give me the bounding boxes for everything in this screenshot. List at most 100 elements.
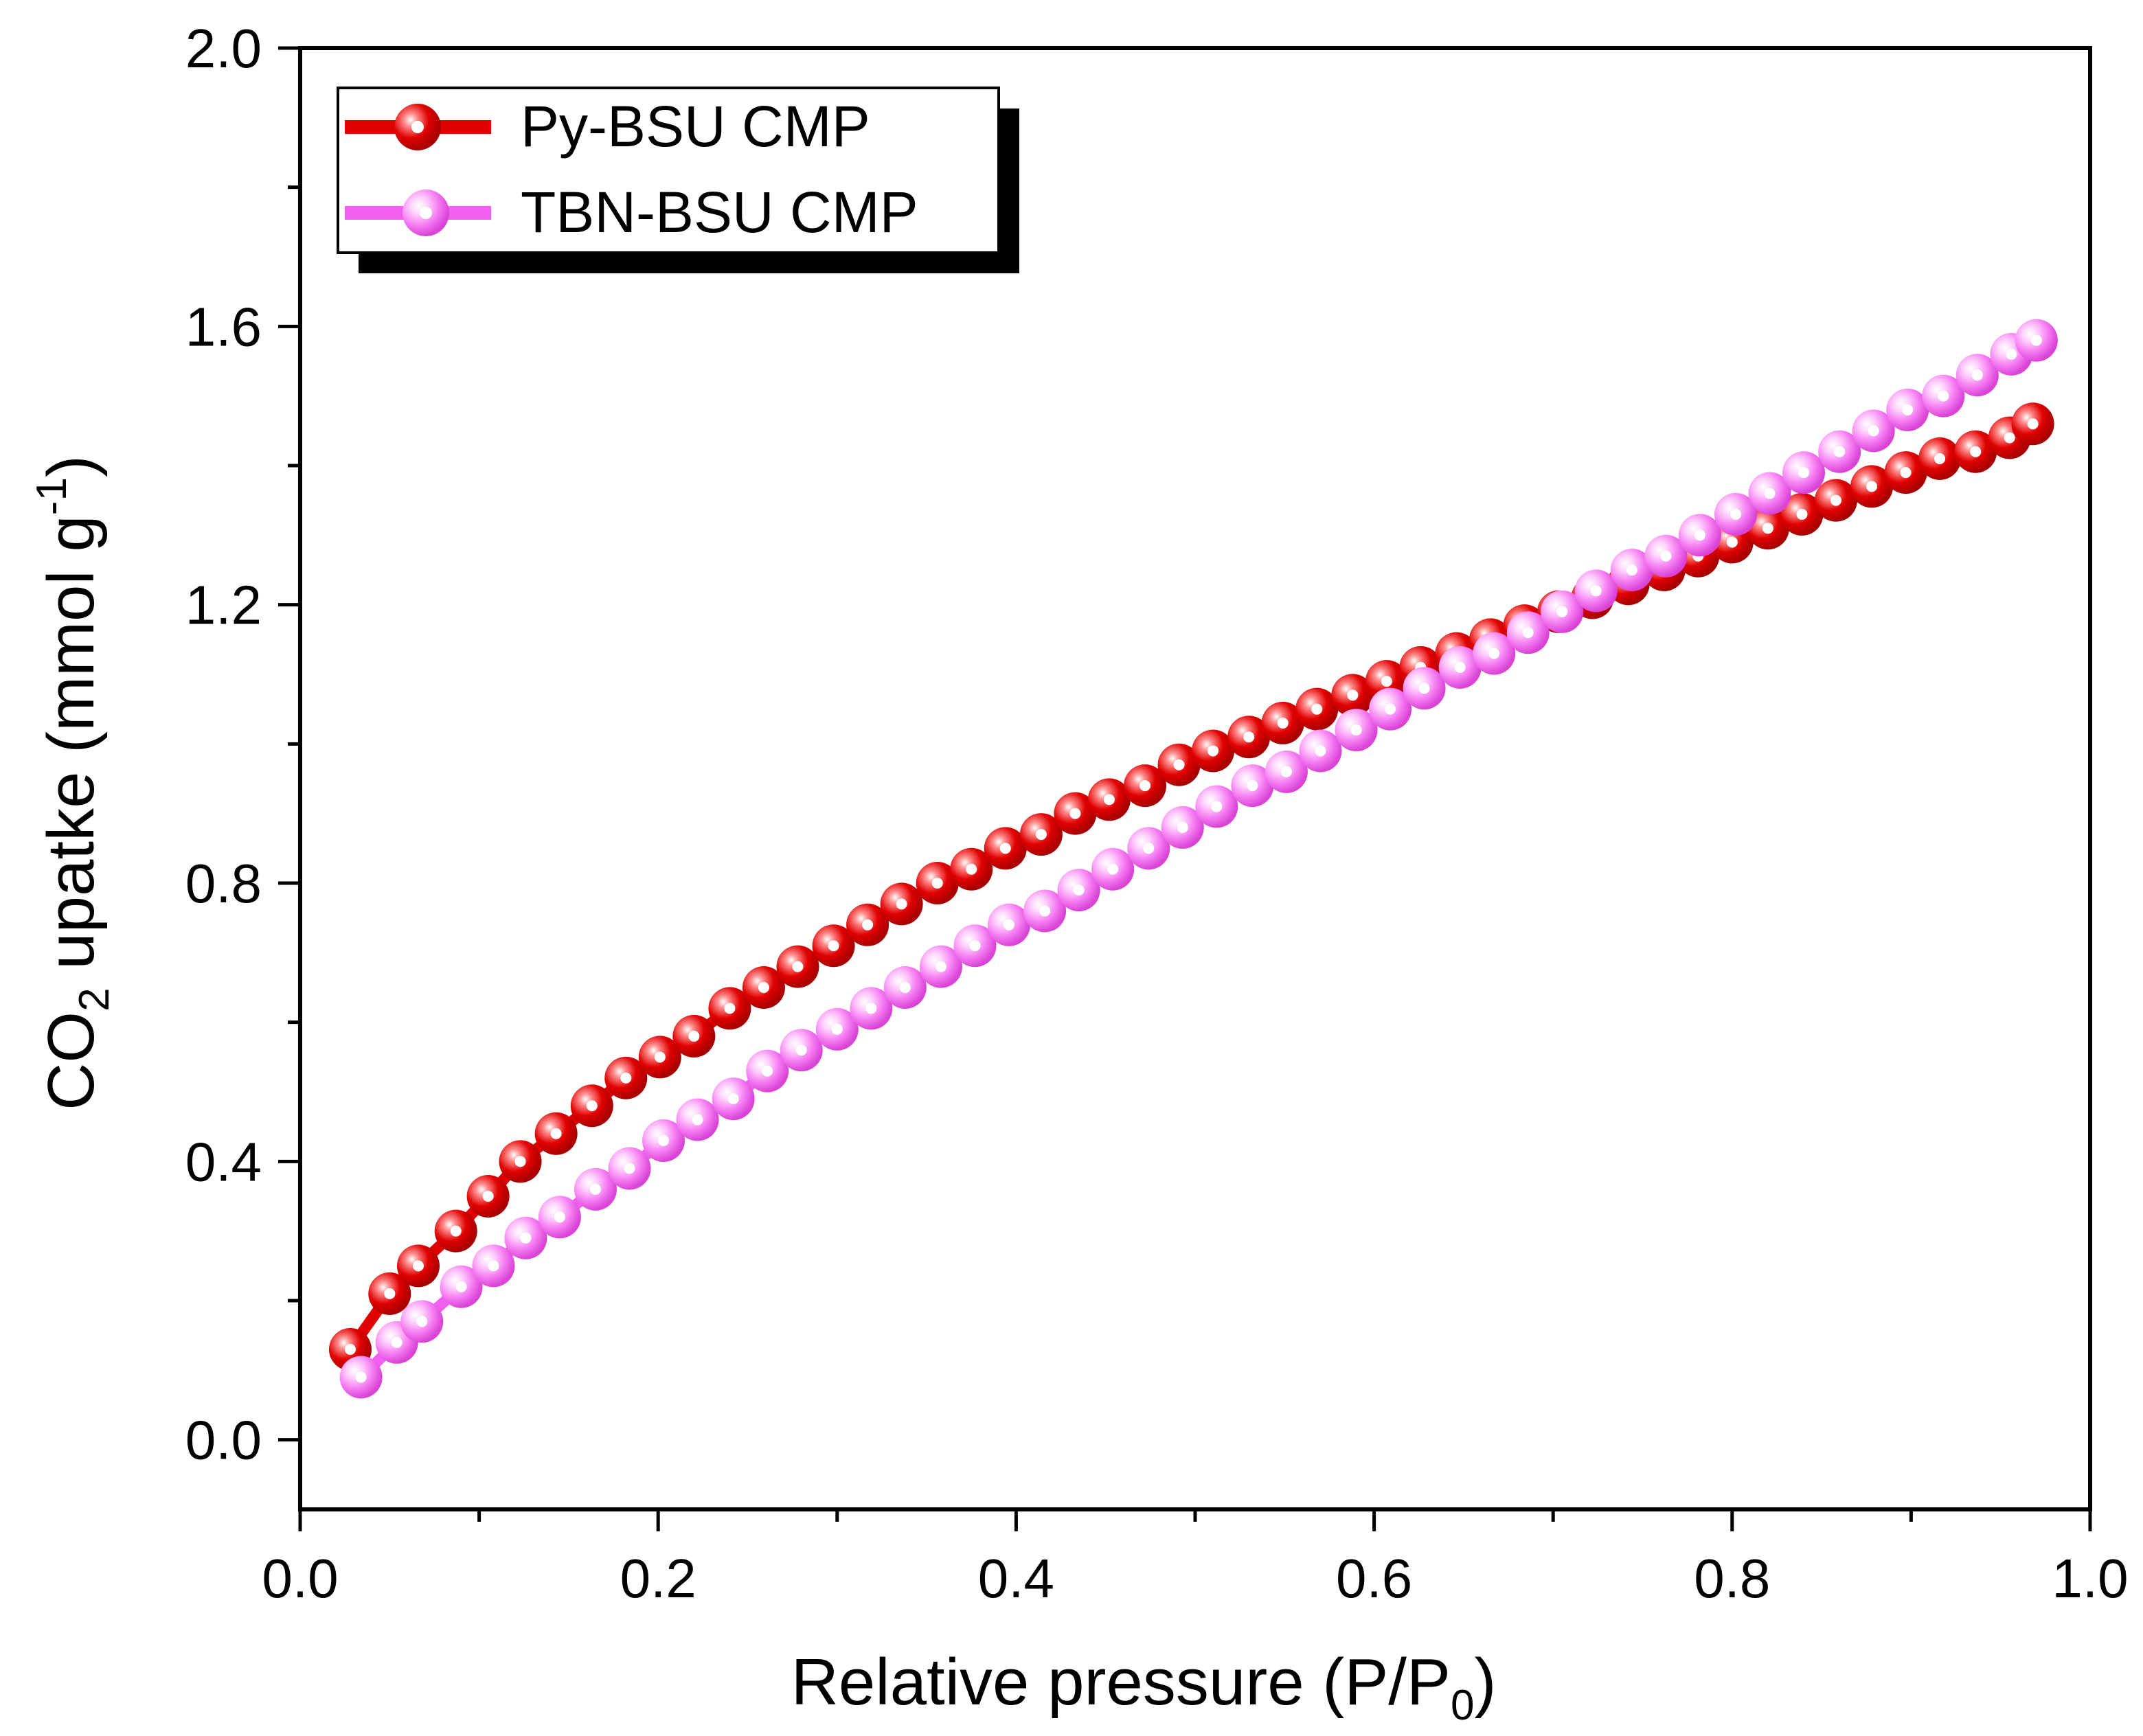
data-point-dot xyxy=(1385,703,1396,715)
data-point-dot xyxy=(828,940,839,952)
data-point-tbn-bsu-cmp xyxy=(1299,729,1342,773)
data-point-py-bsu-cmp xyxy=(1157,743,1201,786)
x-axis-title-sub: 0 xyxy=(1451,1682,1474,1729)
data-point-tbn-bsu-cmp xyxy=(440,1265,483,1308)
y-axis-ticks: 0.0 0.4 0.8 1.2 1.6 2.0 xyxy=(185,18,300,1471)
data-point-dot xyxy=(554,1211,565,1223)
data-point-tbn-bsu-cmp xyxy=(339,1356,383,1399)
y-tick-label: 0.8 xyxy=(185,853,262,914)
data-point-dot xyxy=(1764,488,1776,499)
x-tick-label: 1.0 xyxy=(2052,1548,2128,1609)
data-point-tbn-bsu-cmp xyxy=(1714,492,1758,536)
data-point-py-bsu-cmp xyxy=(950,847,993,891)
data-point-tbn-bsu-cmp xyxy=(746,1049,789,1093)
data-point-dot xyxy=(1590,585,1602,597)
data-point-tbn-bsu-cmp xyxy=(1541,590,1584,633)
x-axis-title-end: ) xyxy=(1474,1645,1496,1719)
data-point-dot xyxy=(899,982,911,993)
y-axis-title-end: ) xyxy=(34,455,108,477)
data-point-dot xyxy=(1660,550,1672,562)
data-point-dot xyxy=(831,1023,843,1035)
data-point-tbn-bsu-cmp xyxy=(712,1077,755,1121)
data-point-py-bsu-cmp xyxy=(812,924,855,968)
data-point-tbn-bsu-cmp xyxy=(1265,750,1308,793)
legend-label-py-bsu: Py-BSU CMP xyxy=(521,94,870,159)
data-point-dot xyxy=(455,1281,467,1292)
legend: Py-BSU CMP TBN-BSU CMP xyxy=(337,87,1019,273)
data-point-tbn-bsu-cmp xyxy=(1161,806,1204,849)
data-point-py-bsu-cmp xyxy=(846,903,889,946)
data-point-dot xyxy=(1834,446,1846,457)
data-point-dot xyxy=(1971,369,1983,381)
data-point-dot xyxy=(692,1114,703,1126)
data-point-dot xyxy=(1762,523,1773,534)
data-point-tbn-bsu-cmp xyxy=(400,1300,444,1343)
data-point-py-bsu-cmp xyxy=(1884,451,1927,494)
data-point-tbn-bsu-cmp xyxy=(1506,611,1550,654)
data-point-dot xyxy=(727,1093,739,1105)
data-point-dot xyxy=(795,1044,807,1056)
data-point-tbn-bsu-cmp xyxy=(780,1029,823,1072)
data-point-dot xyxy=(1347,689,1359,701)
data-point-py-bsu-cmp xyxy=(1227,716,1271,759)
data-point-py-bsu-cmp xyxy=(1780,492,1824,536)
data-point-dot xyxy=(1934,453,1946,464)
data-point-tbn-bsu-cmp xyxy=(883,966,927,1009)
legend-marker-dot-tbn-bsu xyxy=(420,207,432,219)
data-point-dot xyxy=(1798,467,1810,479)
data-point-py-bsu-cmp xyxy=(368,1272,411,1315)
data-point-dot xyxy=(1211,801,1223,812)
data-point-dot xyxy=(1626,564,1637,575)
x-tick-label: 0.8 xyxy=(1694,1548,1770,1609)
data-point-dot xyxy=(384,1288,396,1299)
data-point-dot xyxy=(355,1371,367,1383)
data-point-tbn-bsu-cmp xyxy=(1369,687,1412,731)
data-point-dot xyxy=(1454,661,1466,673)
y-tick-label: 0.4 xyxy=(185,1131,262,1192)
data-point-dot xyxy=(344,1343,356,1355)
data-point-tbn-bsu-cmp xyxy=(642,1119,685,1162)
data-point-py-bsu-cmp xyxy=(1054,792,1097,835)
data-point-tbn-bsu-cmp xyxy=(1955,354,1999,397)
data-point-dot xyxy=(620,1072,632,1084)
data-point-dot xyxy=(896,898,907,910)
data-point-tbn-bsu-cmp xyxy=(1231,764,1274,808)
data-point-tbn-bsu-cmp xyxy=(1574,569,1618,613)
data-point-py-bsu-cmp xyxy=(499,1140,542,1183)
data-point-dot xyxy=(762,1065,773,1077)
data-point-dot xyxy=(654,1051,666,1063)
data-point-tbn-bsu-cmp xyxy=(1818,430,1861,473)
data-point-dot xyxy=(488,1260,499,1272)
data-point-dot xyxy=(1796,508,1808,520)
data-point-dot xyxy=(1902,404,1914,415)
data-point-dot xyxy=(550,1128,562,1139)
data-point-py-bsu-cmp xyxy=(1087,778,1131,821)
data-point-dot xyxy=(514,1156,526,1167)
data-point-tbn-bsu-cmp xyxy=(1403,667,1446,710)
data-point-tbn-bsu-cmp xyxy=(1678,514,1721,557)
data-point-dot xyxy=(1143,843,1155,854)
data-point-dot xyxy=(1039,905,1051,917)
data-point-py-bsu-cmp xyxy=(742,966,785,1009)
y-axis-title-sub: 2 xyxy=(71,987,118,1011)
data-point-dot xyxy=(1694,529,1705,541)
data-point-dot xyxy=(1726,536,1738,548)
x-tick-label: 0.6 xyxy=(1336,1548,1412,1609)
data-point-dot xyxy=(1938,390,1949,402)
x-axis-title-main: Relative pressure (P/P xyxy=(791,1645,1451,1719)
data-point-dot xyxy=(1866,481,1878,492)
data-point-dot xyxy=(391,1336,402,1348)
data-point-tbn-bsu-cmp xyxy=(1644,534,1688,578)
data-point-tbn-bsu-cmp xyxy=(919,945,962,988)
data-point-dot xyxy=(2004,432,2015,444)
data-point-tbn-bsu-cmp xyxy=(1610,549,1653,591)
data-point-dot xyxy=(1730,508,1742,520)
data-point-py-bsu-cmp xyxy=(1261,701,1304,744)
data-point-dot xyxy=(1868,425,1879,437)
data-point-tbn-bsu-cmp xyxy=(953,924,997,968)
data-point-dot xyxy=(1247,780,1258,792)
data-point-dot xyxy=(1243,731,1255,743)
legend-entry-py-bsu: Py-BSU CMP xyxy=(345,94,870,159)
data-point-dot xyxy=(1381,676,1392,687)
data-point-py-bsu-cmp xyxy=(1331,674,1374,717)
